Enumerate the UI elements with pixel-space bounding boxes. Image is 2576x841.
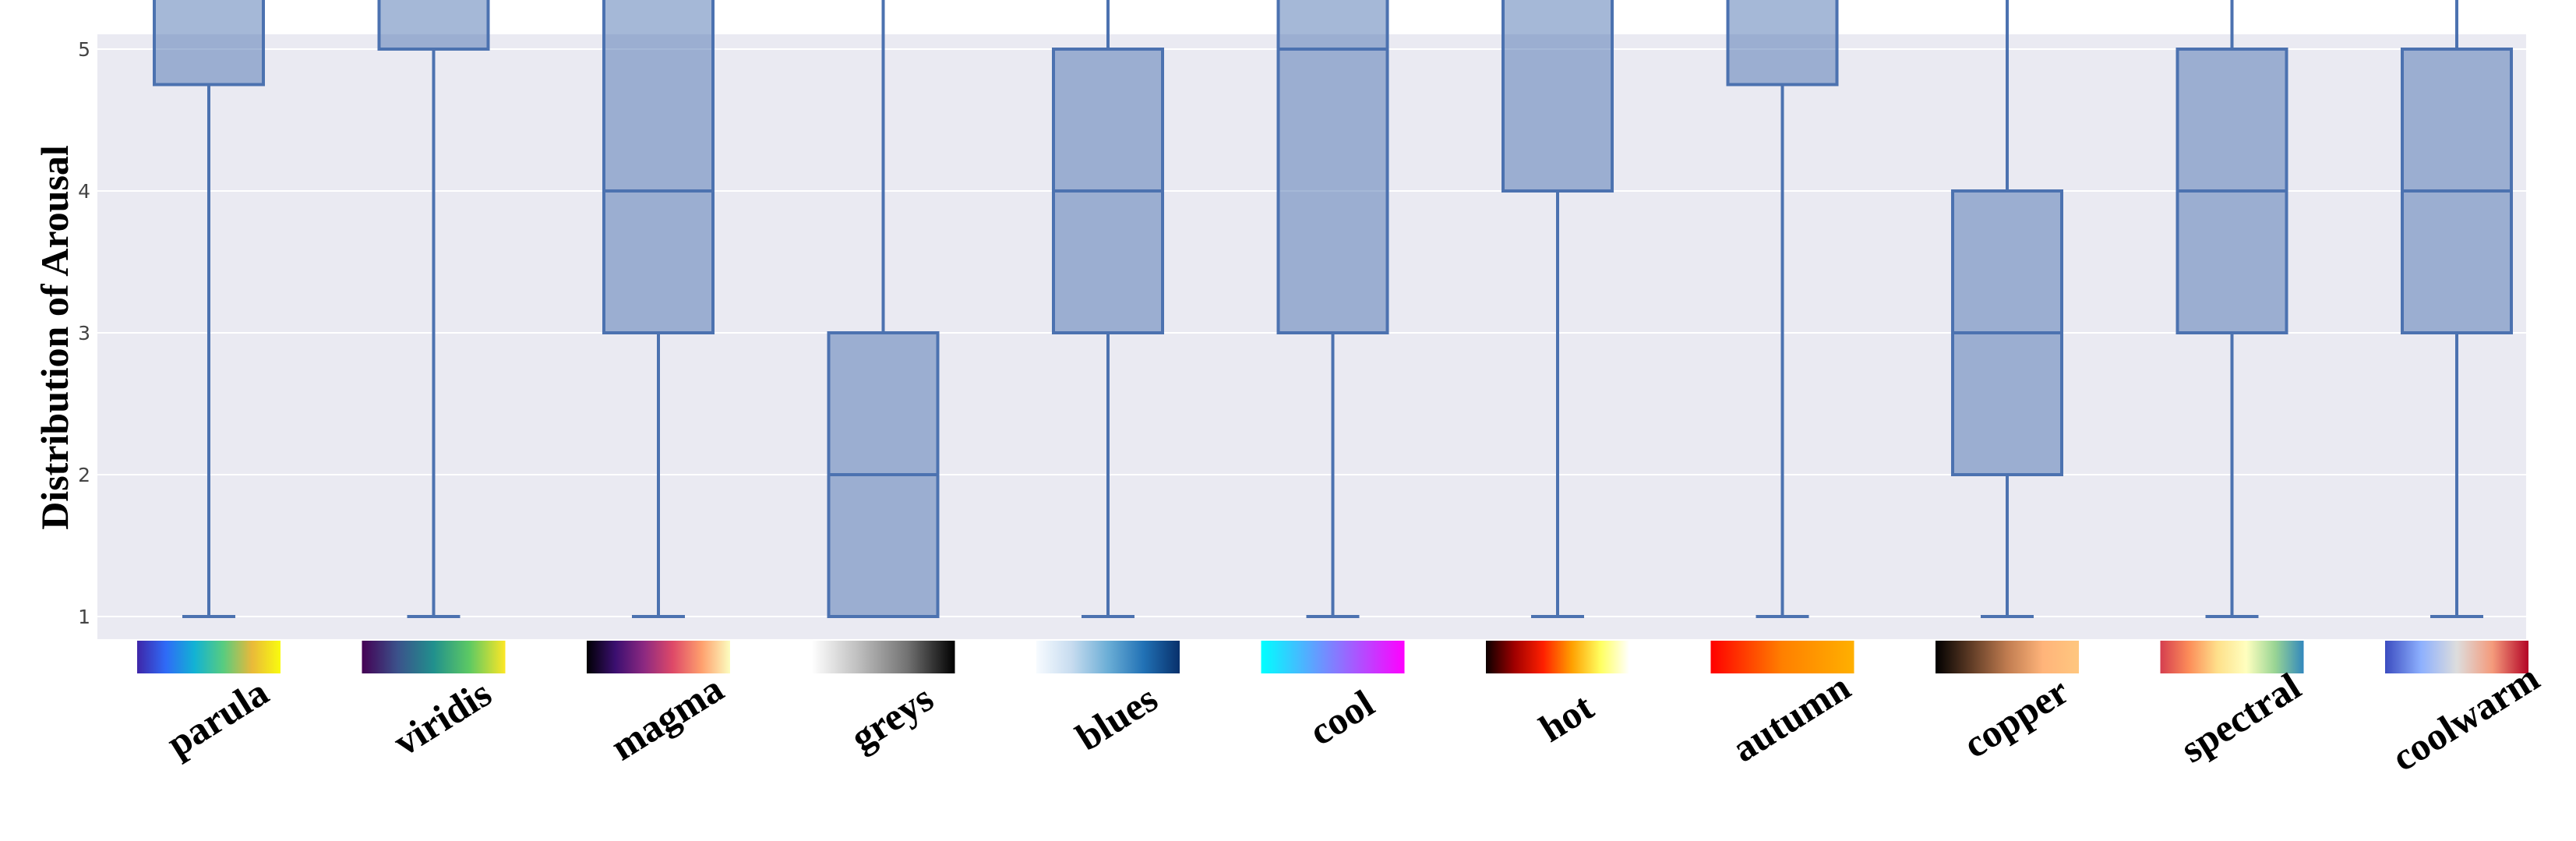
colormap-swatch-greys xyxy=(811,641,955,673)
y-tick-label: 5 xyxy=(78,38,90,61)
category-label-greys: greys xyxy=(843,676,940,759)
category-label-parula: parula xyxy=(159,670,276,765)
box-plot-coolwarm xyxy=(2401,0,2513,618)
y-tick-label: 2 xyxy=(78,464,90,486)
box-plot-greys xyxy=(827,0,940,618)
colormap-swatch-coolwarm xyxy=(2385,641,2528,673)
box-plot-spectral xyxy=(2175,0,2288,618)
category-label-viridis: viridis xyxy=(386,671,499,765)
box-plot-magma xyxy=(602,0,715,618)
category-label-copper: copper xyxy=(1956,669,2077,766)
category-label-spectral: spectral xyxy=(2173,664,2308,771)
iqr-box xyxy=(377,0,490,51)
y-tick-label: 4 xyxy=(78,180,90,203)
y-axis-ticks: 123456789 xyxy=(78,38,90,628)
box-plot-autumn xyxy=(1726,0,1839,618)
colormap-swatch-magma xyxy=(587,641,730,673)
category-label-magma: magma xyxy=(603,666,731,769)
iqr-box xyxy=(1276,0,1389,334)
colormap-swatch-viridis xyxy=(362,641,506,673)
y-axis-title: Distribution of Arousal xyxy=(33,145,76,530)
box-plot-viridis xyxy=(377,0,490,618)
iqr-box xyxy=(153,0,265,87)
colormap-swatch-cool xyxy=(1261,641,1405,673)
iqr-box xyxy=(602,0,715,334)
category-label-autumn: autumn xyxy=(1724,665,1858,771)
y-tick-label: 3 xyxy=(78,322,90,345)
x-axis-category-labels: parula viridis magma greys blues cool hot autum… xyxy=(159,655,2546,779)
box-plot-blues xyxy=(1052,0,1164,618)
colormap-swatch-blues xyxy=(1036,641,1180,673)
iqr-box xyxy=(1501,0,1614,193)
iqr-box xyxy=(1726,0,1839,87)
box-plot-cool xyxy=(1276,0,1389,618)
colormap-swatch-parula xyxy=(137,641,281,673)
category-label-coolwarm: coolwarm xyxy=(2384,655,2547,779)
category-label-blues: blues xyxy=(1068,676,1165,758)
colormap-swatch-hot xyxy=(1486,641,1629,673)
box-plot-parula xyxy=(153,0,265,618)
box-plot-copper xyxy=(1951,0,2063,618)
box-plot-hot xyxy=(1501,0,1614,618)
category-label-hot: hot xyxy=(1532,684,1601,750)
category-label-cool: cool xyxy=(1301,681,1382,754)
colormap-swatch-spectral xyxy=(2160,641,2304,673)
colormap-swatch-autumn xyxy=(1710,641,1854,673)
colormap-swatch-copper xyxy=(1936,641,2079,673)
box-plots xyxy=(153,0,2513,618)
colormap-swatches xyxy=(137,641,2528,673)
y-tick-label: 1 xyxy=(78,606,90,628)
